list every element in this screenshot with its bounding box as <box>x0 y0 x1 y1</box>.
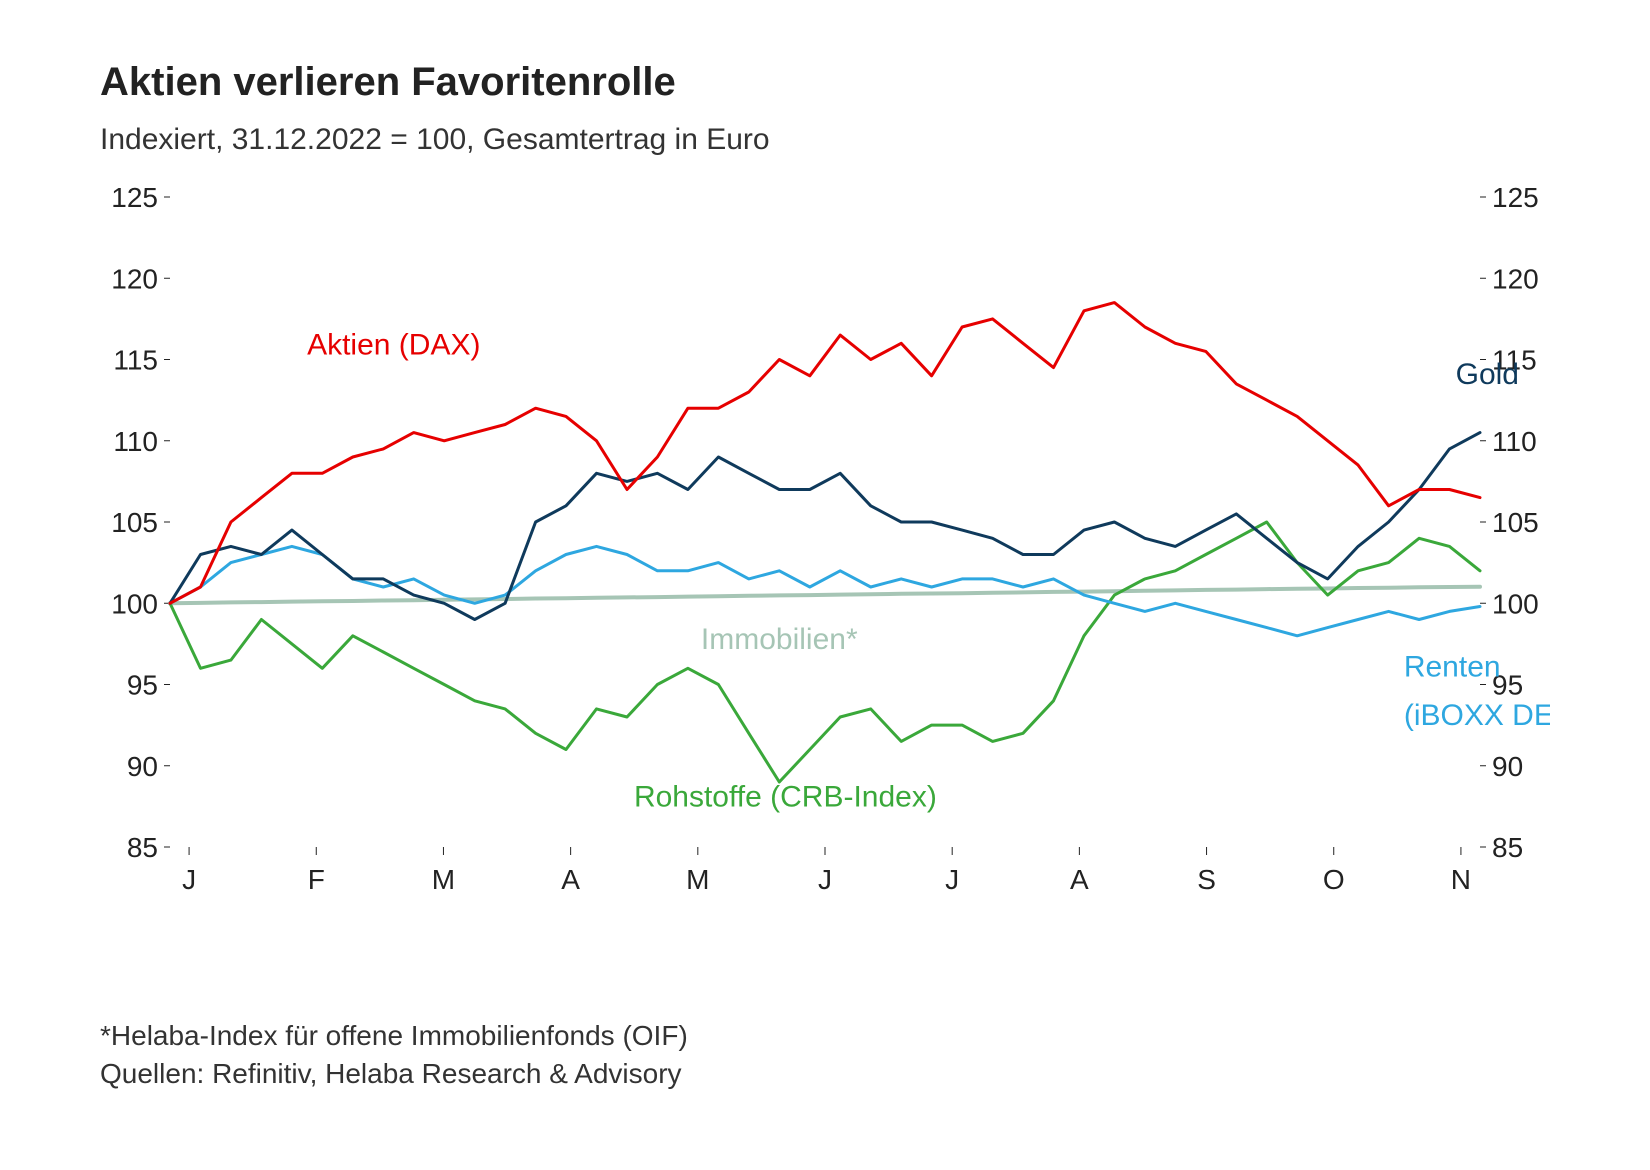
y-tick-left: 95 <box>127 670 158 701</box>
y-tick-right: 105 <box>1492 507 1539 538</box>
x-tick-month: J <box>945 864 959 895</box>
label-renten-2: (iBOXX DE) <box>1404 699 1550 732</box>
y-tick-right: 110 <box>1492 426 1537 457</box>
y-tick-right: 85 <box>1492 832 1523 863</box>
label-rohstoffe: Rohstoffe (CRB-Index) <box>634 780 937 813</box>
y-tick-left: 110 <box>113 426 158 457</box>
y-tick-left: 115 <box>113 345 158 376</box>
x-tick-month: S <box>1197 864 1216 895</box>
y-tick-right: 100 <box>1492 588 1539 619</box>
y-tick-left: 105 <box>111 507 158 538</box>
label-gold: Gold <box>1456 358 1519 391</box>
y-tick-left: 90 <box>127 751 158 782</box>
x-tick-month: M <box>432 864 455 895</box>
footnote-line-1: *Helaba-Index für offene Immobilienfonds… <box>100 1017 1550 1055</box>
footnote-line-2: Quellen: Refinitiv, Helaba Research & Ad… <box>100 1055 1550 1093</box>
chart-subtitle: Indexiert, 31.12.2022 = 100, Gesamtertra… <box>100 123 1550 157</box>
x-tick-month: M <box>686 864 709 895</box>
x-tick-month: F <box>308 864 325 895</box>
label-aktien: Aktien (DAX) <box>307 329 480 362</box>
y-tick-left: 120 <box>111 263 158 294</box>
label-immobilien: Immobilien* <box>701 623 858 656</box>
y-tick-right: 120 <box>1492 263 1539 294</box>
chart-area: 8585909095951001001051051101101151151201… <box>100 187 1550 957</box>
x-tick-month: A <box>1070 864 1089 895</box>
y-tick-left: 100 <box>111 588 158 619</box>
chart-footnote: *Helaba-Index für offene Immobilienfonds… <box>100 1017 1550 1093</box>
x-tick-month: O <box>1323 864 1345 895</box>
x-tick-month: A <box>561 864 580 895</box>
x-tick-month: J <box>182 864 196 895</box>
chart-title: Aktien verlieren Favoritenrolle <box>100 60 1550 105</box>
y-tick-right: 90 <box>1492 751 1523 782</box>
line-chart-svg: 8585909095951001001051051101101151151201… <box>100 187 1550 957</box>
y-tick-left: 125 <box>111 187 158 213</box>
x-tick-month: N <box>1451 864 1471 895</box>
label-renten-1: Renten <box>1404 650 1501 683</box>
series-immobilien <box>170 587 1480 604</box>
y-tick-right: 125 <box>1492 187 1539 213</box>
series-gold <box>170 433 1480 620</box>
y-tick-left: 85 <box>127 832 158 863</box>
x-tick-month: J <box>818 864 832 895</box>
